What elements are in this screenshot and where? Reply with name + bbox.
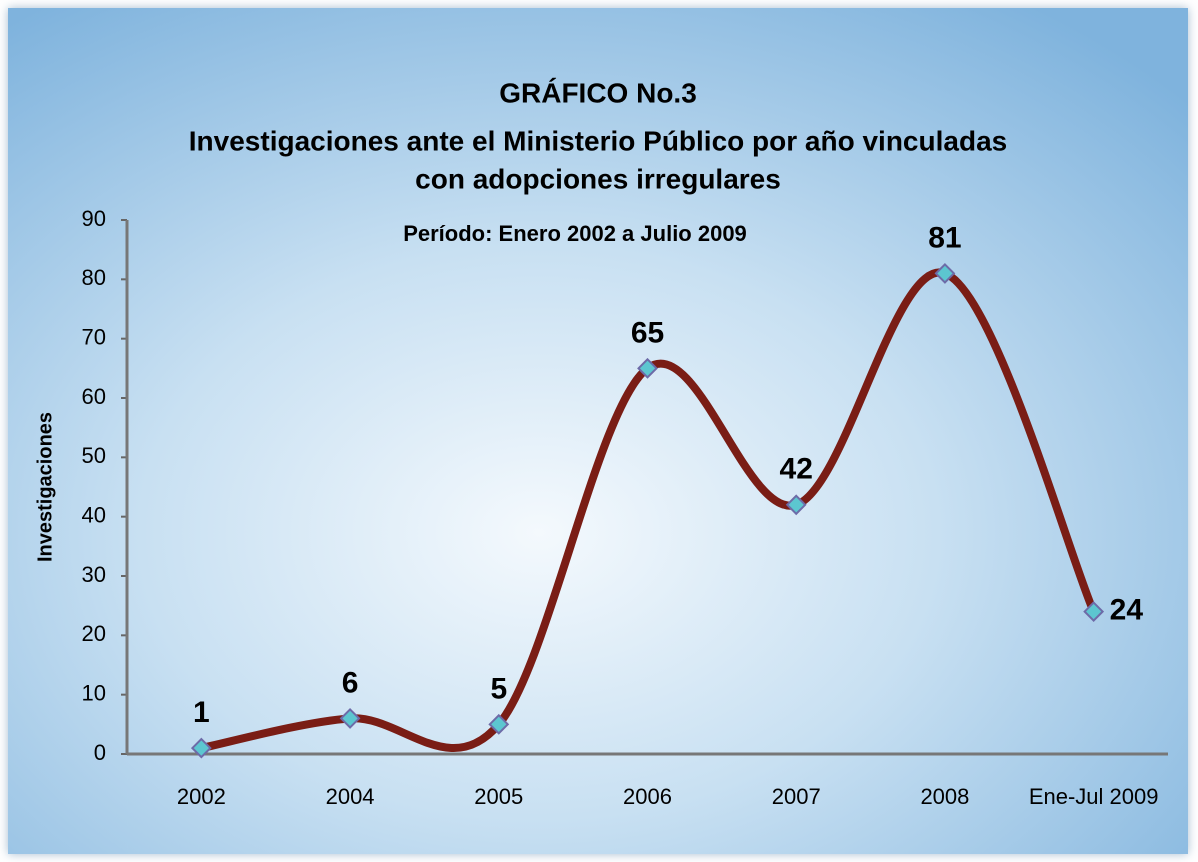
annotation: Período: Enero 2002 a Julio 2009 xyxy=(403,221,747,246)
data-label: 1 xyxy=(193,696,210,729)
y-tick-label: 70 xyxy=(82,324,106,349)
y-tick-label: 30 xyxy=(82,562,106,587)
data-point xyxy=(1083,601,1105,623)
y-tick-label: 10 xyxy=(82,680,106,705)
chart-subtitle: Investigaciones ante el Ministerio Públi… xyxy=(189,125,1007,156)
chart-subtitle: con adopciones irregulares xyxy=(415,163,781,194)
data-point xyxy=(785,494,807,516)
x-tick-label: 2008 xyxy=(920,784,969,809)
chart-background xyxy=(8,8,1188,854)
x-tick-label: Ene-Jul 2009 xyxy=(1029,784,1159,809)
x-tick-label: 2005 xyxy=(474,784,523,809)
x-tick-label: 2007 xyxy=(772,784,821,809)
y-tick-label: 0 xyxy=(94,740,106,765)
series-line xyxy=(197,268,1098,753)
data-label: 42 xyxy=(780,453,813,486)
x-tick-label: 2002 xyxy=(177,784,226,809)
chart-title: GRÁFICO No.3 xyxy=(499,77,697,108)
data-label: 5 xyxy=(490,672,507,705)
data-label: 6 xyxy=(342,666,359,699)
data-label: 65 xyxy=(631,316,664,349)
y-tick-label: 50 xyxy=(82,443,106,468)
data-point xyxy=(190,737,212,759)
y-tick-label: 80 xyxy=(82,265,106,290)
data-point xyxy=(934,262,956,284)
data-label: 24 xyxy=(1110,594,1144,627)
data-point xyxy=(488,713,510,735)
y-tick-label: 20 xyxy=(82,621,106,646)
data-point xyxy=(339,707,361,729)
y-tick-label: 40 xyxy=(82,502,106,527)
y-tick-label: 60 xyxy=(82,384,106,409)
data-point xyxy=(637,357,658,379)
data-label: 81 xyxy=(928,221,961,254)
y-axis-label: Investigaciones xyxy=(34,412,56,562)
x-tick-label: 2004 xyxy=(326,784,375,809)
x-tick-label: 2006 xyxy=(623,784,672,809)
y-tick-label: 90 xyxy=(82,206,106,231)
